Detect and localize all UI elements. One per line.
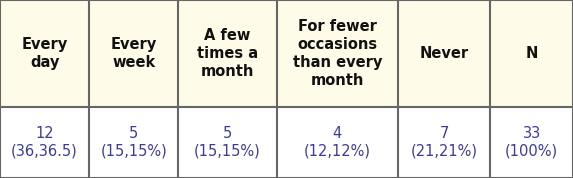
- Text: 5
(15,15%): 5 (15,15%): [100, 126, 167, 159]
- Bar: [0, 107, 89, 178]
- Bar: [178, 107, 277, 178]
- Bar: [0, 0, 89, 107]
- Bar: [178, 0, 277, 107]
- Text: Never: Never: [419, 46, 469, 61]
- Bar: [277, 0, 398, 107]
- Bar: [398, 0, 490, 107]
- Bar: [89, 0, 178, 107]
- Bar: [277, 107, 398, 178]
- Bar: [89, 107, 178, 178]
- Text: For fewer
occasions
than every
month: For fewer occasions than every month: [293, 19, 382, 88]
- Bar: [490, 107, 573, 178]
- Text: 5
(15,15%): 5 (15,15%): [194, 126, 261, 159]
- Text: N: N: [525, 46, 538, 61]
- Bar: [398, 107, 490, 178]
- Text: 33
(100%): 33 (100%): [505, 126, 558, 159]
- Text: Every
day: Every day: [21, 37, 68, 70]
- Text: 4
(12,12%): 4 (12,12%): [304, 126, 371, 159]
- Text: Every
week: Every week: [111, 37, 157, 70]
- Bar: [490, 0, 573, 107]
- Text: 12
(36,36.5): 12 (36,36.5): [11, 126, 78, 159]
- Text: 7
(21,21%): 7 (21,21%): [411, 126, 477, 159]
- Text: A few
times a
month: A few times a month: [197, 28, 258, 79]
